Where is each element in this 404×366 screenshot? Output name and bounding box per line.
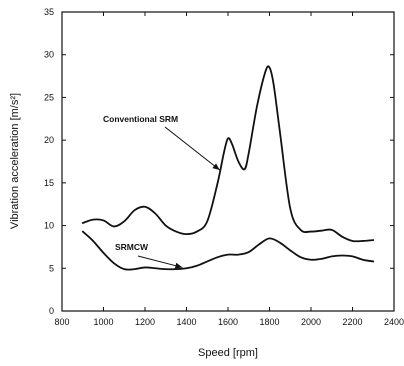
annotation-arrow-head: [174, 262, 183, 269]
x-tick-label: 2400: [384, 317, 404, 327]
annotation-arrow-head: [212, 163, 220, 171]
annotation-arrow-line: [164, 126, 221, 171]
x-axis-title: Speed [rpm]: [198, 347, 258, 359]
axis-ticks: 800 1000 1200 1400 1600 1800 2000 2200 2400 0 5 10 1…: [44, 7, 404, 327]
plot-frame: [61, 11, 395, 312]
annotation-layer: Conventional SRM SRMCW: [103, 114, 221, 269]
y-tick-label: 35: [44, 7, 54, 17]
y-tick-label: 20: [44, 135, 54, 145]
x-tick-label: 1000: [93, 317, 113, 327]
x-tick-label: 800: [54, 317, 69, 327]
series-line-conventional-srm: [81, 65, 375, 243]
annotation-label: SRMCW: [115, 242, 149, 252]
x-tick-label: 1600: [218, 317, 238, 327]
y-tick-label: 30: [44, 50, 54, 60]
y-tick-label: 25: [44, 92, 54, 102]
y-tick-label: 5: [49, 263, 54, 273]
series-line-srmcw: [81, 230, 375, 271]
x-tick-label: 1200: [135, 317, 155, 327]
annotation-label: Conventional SRM: [103, 114, 178, 124]
series-layer: [81, 65, 375, 271]
annotation-arrow-line: [137, 255, 183, 268]
y-axis-title: Vibration acceleration [m/s²]: [9, 93, 21, 229]
y-tick-label: 0: [49, 306, 54, 316]
y-tick-label: 10: [44, 221, 54, 231]
y-tick-label: 15: [44, 178, 54, 188]
x-tick-label: 2200: [342, 317, 362, 327]
x-tick-label: 1400: [176, 317, 196, 327]
x-tick-label: 1800: [259, 317, 279, 327]
x-tick-label: 2000: [301, 317, 321, 327]
